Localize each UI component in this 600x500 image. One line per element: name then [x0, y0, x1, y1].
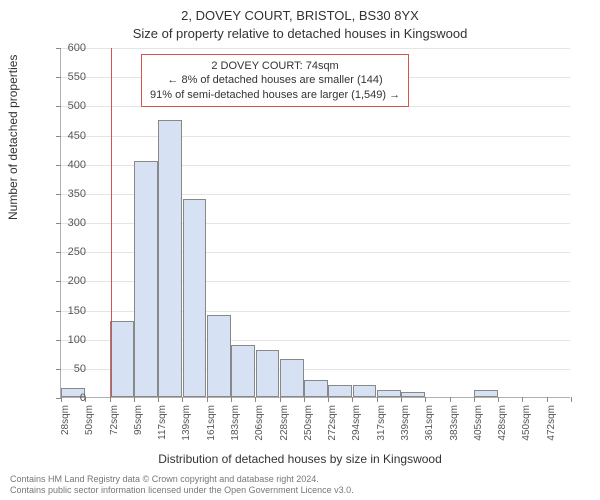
grid-line [61, 136, 570, 137]
xtick-label: 117sqm [157, 405, 168, 445]
xtick-mark [304, 397, 305, 402]
histogram-bar [183, 199, 207, 397]
histogram-bar [231, 345, 255, 398]
ytick-label: 250 [46, 246, 86, 258]
grid-line [61, 48, 570, 49]
histogram-bar [353, 385, 377, 397]
histogram-bar [304, 380, 328, 398]
xtick-mark [571, 397, 572, 402]
histogram-bar [328, 385, 352, 397]
reference-line [111, 48, 112, 397]
ytick-label: 300 [46, 217, 86, 229]
ytick-label: 550 [46, 71, 86, 83]
xtick-mark [207, 397, 208, 402]
xtick-label: 206sqm [254, 405, 265, 445]
xtick-mark [401, 397, 402, 402]
xtick-mark [110, 397, 111, 402]
xtick-label: 272sqm [327, 405, 338, 445]
xtick-label: 50sqm [84, 405, 95, 445]
histogram-bar [110, 321, 134, 397]
histogram-bar [474, 390, 498, 397]
histogram-bar [134, 161, 158, 397]
ytick-label: 50 [46, 363, 86, 375]
xtick-label: 183sqm [230, 405, 241, 445]
histogram-bar [377, 390, 401, 397]
x-axis-label: Distribution of detached houses by size … [0, 452, 600, 466]
ytick-label: 200 [46, 275, 86, 287]
xtick-label: 95sqm [133, 405, 144, 445]
xtick-mark [255, 397, 256, 402]
ytick-label: 450 [46, 130, 86, 142]
xtick-label: 383sqm [449, 405, 460, 445]
histogram-bar [401, 392, 425, 397]
xtick-mark [425, 397, 426, 402]
xtick-mark [522, 397, 523, 402]
plot-area: 2 DOVEY COURT: 74sqm← 8% of detached hou… [60, 48, 570, 398]
chart-title-main: 2, DOVEY COURT, BRISTOL, BS30 8YX [0, 8, 600, 23]
chart-title-sub: Size of property relative to detached ho… [0, 26, 600, 41]
xtick-label: 72sqm [109, 405, 120, 445]
xtick-label: 339sqm [400, 405, 411, 445]
xtick-mark [231, 397, 232, 402]
histogram-bar [280, 359, 304, 397]
xtick-label: 250sqm [303, 405, 314, 445]
xtick-mark [328, 397, 329, 402]
xtick-label: 294sqm [351, 405, 362, 445]
xtick-label: 472sqm [546, 405, 557, 445]
ytick-label: 100 [46, 334, 86, 346]
xtick-mark [450, 397, 451, 402]
xtick-label: 361sqm [424, 405, 435, 445]
histogram-bar [256, 350, 280, 397]
xtick-mark [182, 397, 183, 402]
xtick-mark [547, 397, 548, 402]
info-box: 2 DOVEY COURT: 74sqm← 8% of detached hou… [141, 54, 409, 107]
footer-line-1: Contains HM Land Registry data © Crown c… [10, 474, 354, 485]
histogram-bar [158, 120, 182, 397]
ytick-label: 0 [46, 392, 86, 404]
info-box-line: 2 DOVEY COURT: 74sqm [150, 59, 400, 73]
y-axis-label: Number of detached properties [6, 55, 20, 220]
xtick-mark [134, 397, 135, 402]
ytick-label: 600 [46, 42, 86, 54]
xtick-label: 228sqm [279, 405, 290, 445]
info-box-line: 91% of semi-detached houses are larger (… [150, 88, 400, 102]
xtick-mark [352, 397, 353, 402]
xtick-label: 161sqm [206, 405, 217, 445]
footer-line-2: Contains public sector information licen… [10, 485, 354, 496]
ytick-label: 400 [46, 159, 86, 171]
xtick-label: 428sqm [497, 405, 508, 445]
xtick-mark [280, 397, 281, 402]
xtick-mark [377, 397, 378, 402]
xtick-mark [474, 397, 475, 402]
info-box-line: ← 8% of detached houses are smaller (144… [150, 73, 400, 87]
attribution-footer: Contains HM Land Registry data © Crown c… [10, 474, 354, 496]
ytick-label: 350 [46, 188, 86, 200]
xtick-label: 405sqm [473, 405, 484, 445]
xtick-mark [498, 397, 499, 402]
xtick-label: 450sqm [521, 405, 532, 445]
xtick-label: 28sqm [60, 405, 71, 445]
xtick-mark [158, 397, 159, 402]
histogram-bar [207, 315, 231, 397]
ytick-label: 500 [46, 100, 86, 112]
xtick-label: 317sqm [376, 405, 387, 445]
xtick-label: 139sqm [181, 405, 192, 445]
ytick-label: 150 [46, 305, 86, 317]
